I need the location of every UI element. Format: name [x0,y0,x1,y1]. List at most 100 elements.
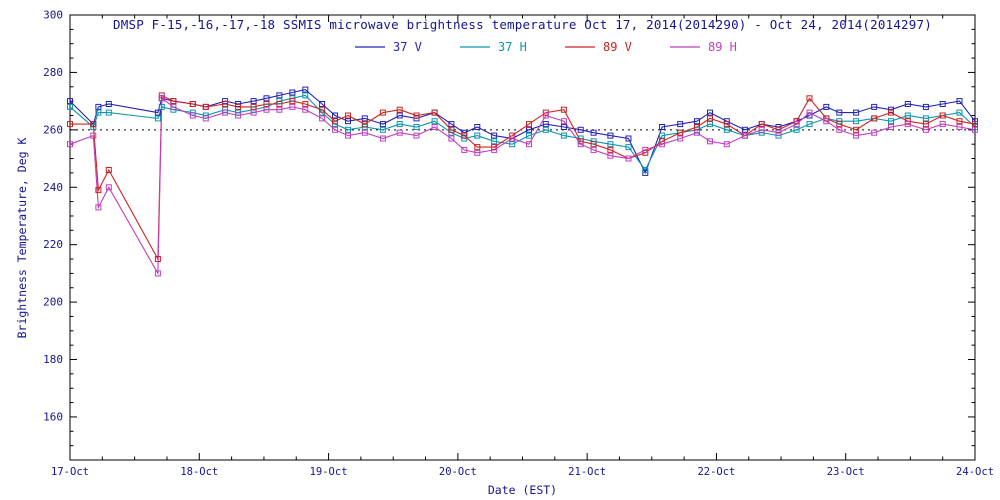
marker-37v [345,118,351,125]
marker-37h [526,132,532,139]
marker-89v [332,118,338,125]
marker-37v [302,86,309,93]
marker-37h [659,132,666,139]
marker-37v [707,109,713,116]
y-tick-label: 280 [43,66,63,79]
marker-37v [526,126,532,133]
marker-37h [431,118,438,125]
marker-37v [939,101,946,107]
marker-89v [972,121,978,128]
marker-89v [806,95,813,102]
marker-89v [202,103,209,110]
x-tick-label: 24-Oct [956,466,994,478]
marker-89h [871,129,878,136]
marker-37h [474,132,481,139]
marker-89v [431,109,438,116]
marker-37v [823,103,830,110]
marker-37h [904,112,911,119]
marker-89h [741,132,748,139]
marker-37h [158,103,165,110]
marker-89h [793,121,800,128]
legend-label-89h: 89 H [708,40,737,54]
marker-37h [888,118,894,125]
marker-89v [105,167,112,173]
marker-89h [345,132,351,139]
marker-89v [560,106,567,113]
marker-89h [888,124,894,130]
marker-89v [154,256,161,262]
x-tick-label: 18-Oct [180,466,218,478]
marker-89v [250,103,257,110]
series-line-37v [69,89,976,175]
marker-37v [263,95,270,102]
marker-89h [289,103,296,110]
legend-label-89v: 89 V [603,40,632,54]
marker-89h [491,146,498,153]
marker-89h [95,204,102,211]
marker-37v [577,126,584,133]
marker-37v [560,124,567,130]
marker-89h [542,112,549,119]
marker-89h [775,129,782,136]
y-tick-label: 220 [43,238,63,251]
marker-37v [607,132,614,139]
marker-37h [956,109,963,116]
x-tick-label: 20-Oct [439,466,477,478]
marker-37v [379,121,386,128]
marker-89h [526,141,532,148]
marker-89v [526,121,532,128]
marker-89h [250,109,257,116]
marker-89h [263,106,270,113]
marker-89h [939,121,946,128]
marker-89v [723,121,730,128]
marker-89v [888,109,894,116]
marker-37v [625,135,632,142]
marker-89h [332,126,338,133]
x-tick-label: 22-Oct [697,466,735,478]
marker-89v [189,101,196,107]
marker-37h [67,103,73,110]
marker-89v [853,126,860,133]
marker-89v [345,112,351,119]
marker-89h [396,129,403,136]
marker-89v [758,121,765,128]
marker-37v [448,121,455,128]
marker-37h [922,115,929,122]
marker-89v [694,124,700,130]
y-tick-label: 240 [43,181,63,194]
marker-37h [806,121,813,128]
y-tick-label: 200 [43,296,63,309]
marker-89v [289,98,296,105]
marker-37v [154,109,161,116]
x-tick-label: 19-Oct [310,466,348,478]
marker-37h [625,144,632,151]
marker-89h [276,106,283,113]
marker-89v [956,118,963,125]
marker-89v [607,146,614,153]
marker-89v [361,121,368,128]
marker-37h [345,126,351,133]
marker-89v [302,101,309,107]
marker-89h [105,184,112,191]
marker-37v [276,92,283,99]
marker-89h [235,112,242,119]
marker-89h [67,141,73,148]
marker-37v [289,89,296,96]
marker-89h [189,112,196,119]
marker-37v [474,124,481,130]
marker-89h [154,270,161,277]
marker-89h [461,146,468,153]
marker-37h [793,126,800,133]
marker-89h [642,146,649,153]
marker-89h [302,106,309,113]
marker-37h [154,115,161,122]
marker-89h [707,138,713,145]
marker-37h [396,121,403,128]
marker-37v [853,109,860,116]
marker-89v [276,101,283,107]
marker-89h [590,146,597,153]
marker-89h [170,103,177,110]
marker-37h [560,132,567,139]
